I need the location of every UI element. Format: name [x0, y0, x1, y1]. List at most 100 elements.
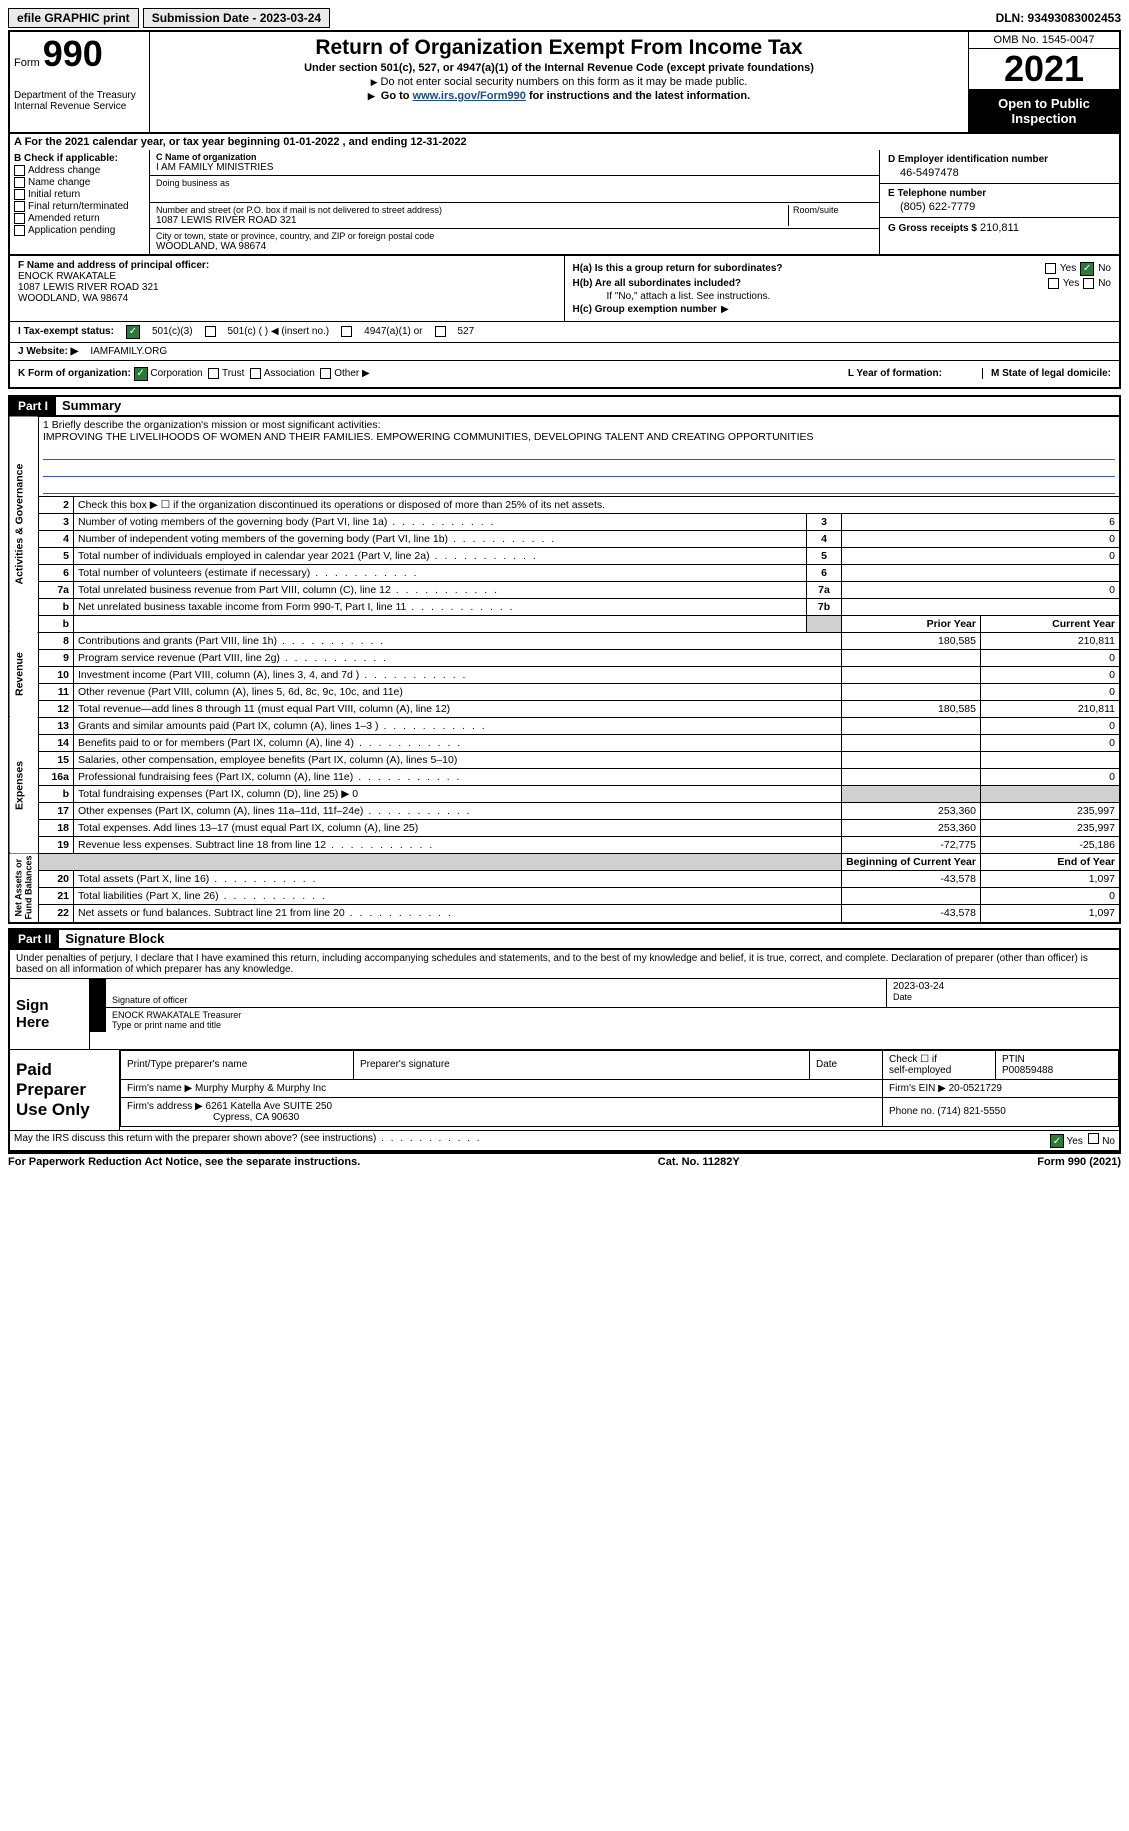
open-inspection: Open to Public Inspection — [969, 90, 1119, 132]
dln: DLN: 93493083002453 — [996, 11, 1121, 25]
chk-initial[interactable]: Initial return — [14, 189, 145, 200]
org-name-block: C Name of organization I AM FAMILY MINIS… — [150, 150, 879, 176]
b3: 3 — [807, 513, 842, 530]
sig-officer-label: Signature of officer — [112, 995, 880, 1005]
d14: Benefits paid to or for members (Part IX… — [74, 734, 842, 751]
p15 — [842, 751, 981, 768]
chk-4947[interactable] — [341, 326, 352, 337]
firm-addr-cell: Firm's address ▶ 6261 Katella Ave SUITE … — [121, 1097, 883, 1126]
n7a: 7a — [39, 581, 74, 598]
mission-line-3 — [43, 479, 1115, 494]
c19: -25,186 — [981, 836, 1121, 853]
k-label: K Form of organization: — [18, 368, 131, 379]
mission-line-1 — [43, 445, 1115, 460]
discuss-yes[interactable]: ✓ — [1050, 1134, 1064, 1148]
n9: 9 — [39, 649, 74, 666]
g-label: G Gross receipts $ — [888, 223, 977, 234]
d16a: Professional fundraising fees (Part IX, … — [74, 768, 842, 785]
hb-yes[interactable] — [1048, 278, 1059, 289]
line-3: 3Number of voting members of the governi… — [9, 513, 1120, 530]
line-18: 18Total expenses. Add lines 13–17 (must … — [9, 819, 1120, 836]
na-shade — [39, 853, 842, 870]
chk-other[interactable] — [320, 368, 331, 379]
b7b: 7b — [807, 598, 842, 615]
d10: Investment income (Part VIII, column (A)… — [74, 666, 842, 683]
arrow-icon-2 — [90, 1008, 106, 1032]
d4: Number of independent voting members of … — [74, 530, 807, 547]
paperwork-text: For Paperwork Reduction Act Notice, see … — [8, 1156, 360, 1168]
city-label: City or town, state or province, country… — [156, 231, 873, 241]
discuss-no[interactable] — [1088, 1133, 1099, 1144]
n13: 13 — [39, 717, 74, 734]
chk-pending[interactable]: Application pending — [14, 225, 145, 236]
n20: 20 — [39, 870, 74, 887]
chk-assoc[interactable] — [250, 368, 261, 379]
chk-final[interactable]: Final return/terminated — [14, 201, 145, 212]
current-header: Current Year — [981, 615, 1121, 632]
chk-amended[interactable]: Amended return — [14, 213, 145, 224]
preparer-grid: Paid Preparer Use Only Print/Type prepar… — [10, 1049, 1119, 1130]
header-left: Form 990 Department of the Treasury Inte… — [10, 32, 150, 132]
line-4: 4Number of independent voting members of… — [9, 530, 1120, 547]
irs-link[interactable]: www.irs.gov/Form990 — [413, 90, 526, 102]
chk-name[interactable]: Name change — [14, 177, 145, 188]
chk-corp[interactable]: ✓ — [134, 367, 148, 381]
summary-table: Activities & Governance 1 Briefly descri… — [8, 415, 1121, 924]
p21 — [842, 888, 981, 905]
c13: 0 — [981, 717, 1121, 734]
sig-officer-field[interactable]: Signature of officer — [106, 979, 886, 1007]
nb: b — [39, 615, 74, 632]
line-21: 21Total liabilities (Part X, line 26)0 — [9, 888, 1120, 905]
sig-date-val: 2023-03-24 — [893, 981, 1113, 992]
p8: 180,585 — [842, 632, 981, 649]
chk-name-label: Name change — [28, 177, 90, 188]
firm-phone-cell: Phone no. (714) 821-5550 — [883, 1097, 1119, 1126]
cat-no: Cat. No. 11282Y — [658, 1156, 740, 1168]
n15: 15 — [39, 751, 74, 768]
room-label: Room/suite — [793, 205, 873, 215]
n3: 3 — [39, 513, 74, 530]
p20: -43,578 — [842, 870, 981, 887]
top-bar: efile GRAPHIC print Submission Date - 20… — [8, 8, 1121, 28]
chk-501c3[interactable]: ✓ — [126, 325, 140, 339]
c16b — [981, 785, 1121, 802]
chk-trust[interactable] — [208, 368, 219, 379]
line-14: 14Benefits paid to or for members (Part … — [9, 734, 1120, 751]
hb-no[interactable] — [1083, 278, 1094, 289]
sign-here-label: Sign Here — [10, 979, 90, 1049]
n14: 14 — [39, 734, 74, 751]
d2: Check this box ▶ ☐ if the organization d… — [74, 496, 1121, 513]
officer-h-section: F Name and address of principal officer:… — [8, 256, 1121, 322]
part2-bar: Part II Signature Block — [8, 928, 1121, 948]
form-title: Return of Organization Exempt From Incom… — [156, 36, 962, 60]
d17: Other expenses (Part IX, column (A), lin… — [74, 802, 842, 819]
p19: -72,775 — [842, 836, 981, 853]
addr-block: Number and street (or P.O. box if mail i… — [150, 203, 879, 229]
n16b: b — [39, 785, 74, 802]
line-15: 15Salaries, other compensation, employee… — [9, 751, 1120, 768]
efile-button[interactable]: efile GRAPHIC print — [8, 8, 139, 28]
chk-527[interactable] — [435, 326, 446, 337]
checkbox-column: B Check if applicable: Address change Na… — [10, 150, 150, 254]
m-label: M State of legal domicile: — [991, 368, 1111, 379]
chk-address[interactable]: Address change — [14, 165, 145, 176]
v6 — [842, 564, 1121, 581]
ha-no[interactable]: ✓ — [1080, 262, 1094, 276]
no-label: No — [1098, 263, 1111, 274]
na-header-row: Net Assets or Fund BalancesBeginning of … — [9, 853, 1120, 870]
chk-501c[interactable] — [205, 326, 216, 337]
hc-row: H(c) Group exemption number ▶ — [573, 304, 1112, 315]
sig-row-2: ENOCK RWAKATALE Treasurer Type or print … — [90, 1008, 1119, 1032]
line-16a: 16aProfessional fundraising fees (Part I… — [9, 768, 1120, 785]
yes-label-2: Yes — [1063, 278, 1079, 289]
n8: 8 — [39, 632, 74, 649]
d16b: Total fundraising expenses (Part IX, col… — [74, 785, 842, 802]
v7a: 0 — [842, 581, 1121, 598]
d18: Total expenses. Add lines 13–17 (must eq… — [74, 819, 842, 836]
mission-q: 1 Briefly describe the organization's mi… — [43, 419, 1115, 431]
j-label: J Website: ▶ — [18, 346, 78, 357]
header-right: OMB No. 1545-0047 2021 Open to Public In… — [969, 32, 1119, 132]
p13 — [842, 717, 981, 734]
prep-h4: Check ☐ ifself-employed — [883, 1050, 996, 1079]
ha-yes[interactable] — [1045, 263, 1056, 274]
